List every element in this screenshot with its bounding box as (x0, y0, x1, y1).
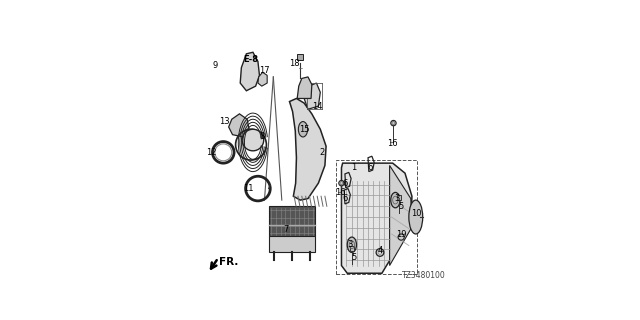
Polygon shape (240, 52, 259, 91)
Polygon shape (297, 77, 312, 99)
Bar (350, 246, 354, 251)
Text: 16: 16 (335, 188, 346, 197)
Circle shape (376, 249, 384, 256)
Polygon shape (289, 99, 326, 200)
Text: 14: 14 (312, 102, 323, 111)
Text: 6: 6 (342, 179, 348, 188)
Text: 17: 17 (259, 66, 270, 75)
Ellipse shape (348, 237, 356, 252)
Text: 16: 16 (387, 139, 398, 148)
Ellipse shape (409, 200, 422, 234)
Text: 18: 18 (289, 59, 300, 68)
Text: 8: 8 (259, 132, 264, 141)
Bar (297, 54, 303, 60)
Polygon shape (228, 114, 249, 137)
Text: 5: 5 (399, 202, 404, 211)
Circle shape (391, 120, 396, 126)
Text: 11: 11 (243, 184, 253, 193)
Text: 2: 2 (319, 148, 325, 157)
Bar (397, 196, 401, 200)
Polygon shape (342, 163, 412, 273)
Ellipse shape (298, 122, 308, 137)
Polygon shape (269, 236, 315, 252)
Text: 19: 19 (396, 230, 406, 239)
Circle shape (398, 234, 404, 240)
Text: 5: 5 (351, 253, 357, 262)
Text: 6: 6 (342, 194, 348, 203)
Text: 13: 13 (220, 117, 230, 126)
Ellipse shape (391, 192, 400, 208)
Text: 9: 9 (213, 61, 218, 70)
Text: E-8: E-8 (243, 55, 259, 64)
Polygon shape (269, 206, 315, 236)
Text: 10: 10 (412, 210, 422, 219)
Text: 7: 7 (283, 225, 289, 234)
Circle shape (339, 180, 344, 186)
Polygon shape (304, 83, 320, 109)
Text: 12: 12 (207, 148, 217, 157)
Text: 1: 1 (351, 163, 357, 172)
Bar (336, 160, 417, 274)
Text: TZ3480100: TZ3480100 (402, 271, 445, 280)
Circle shape (242, 129, 264, 151)
Text: 6: 6 (367, 163, 372, 172)
Text: FR.: FR. (220, 257, 239, 267)
Text: 3: 3 (348, 240, 353, 249)
Text: 4: 4 (378, 246, 383, 255)
Text: 3: 3 (394, 194, 399, 203)
Polygon shape (258, 72, 267, 86)
Text: 15: 15 (299, 125, 309, 134)
Polygon shape (390, 165, 412, 266)
